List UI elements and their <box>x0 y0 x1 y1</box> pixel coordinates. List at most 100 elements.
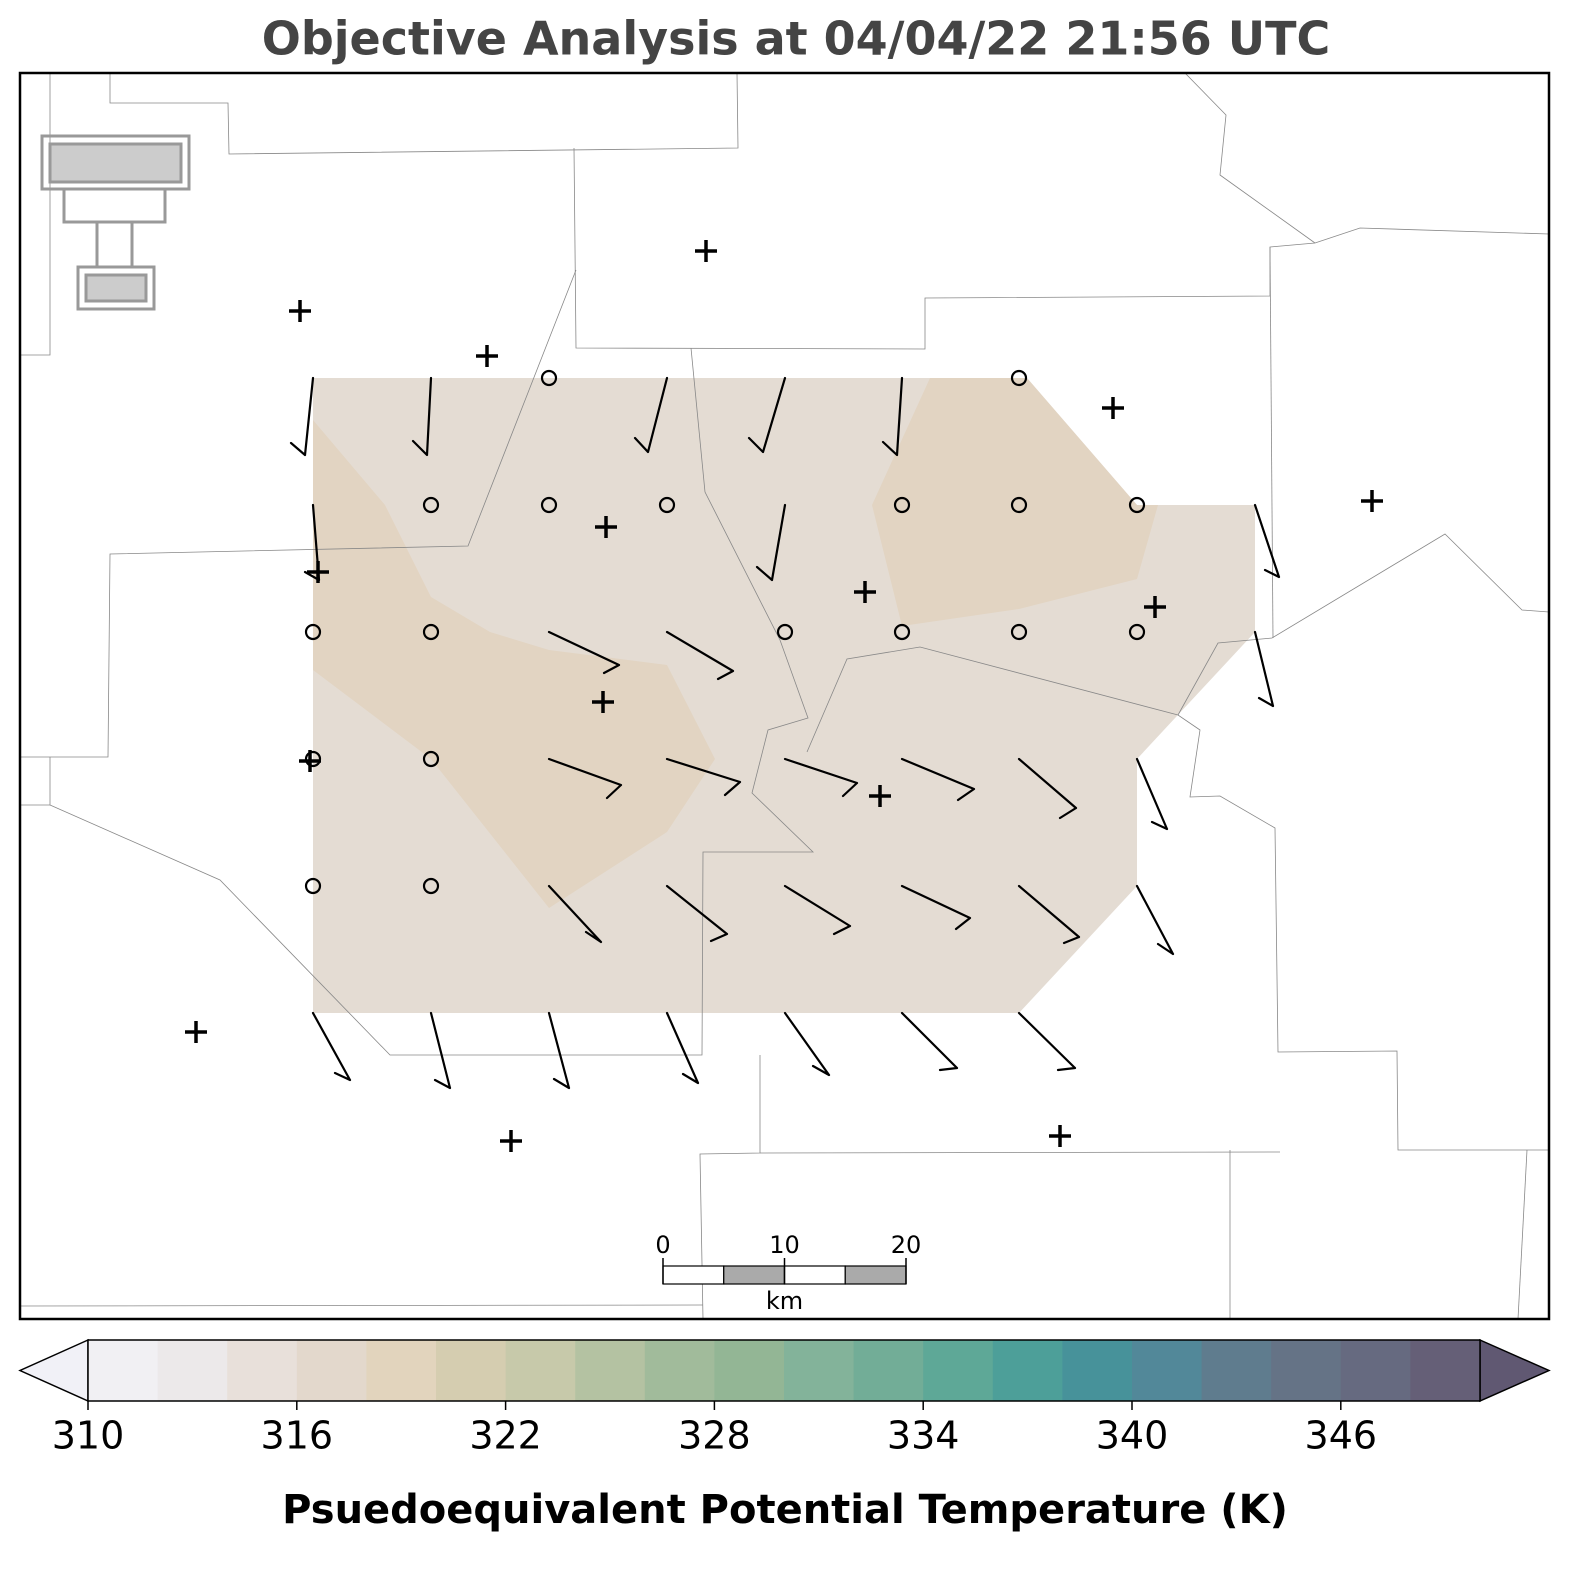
calm-circle <box>893 623 911 641</box>
colorbar: 310 316 322 328 334 340 346 <box>18 1338 1551 1458</box>
scale-tick-label: 20 <box>891 1231 922 1259</box>
wind-barb <box>900 884 972 931</box>
scale-segment <box>844 1265 907 1285</box>
station <box>869 785 891 807</box>
colorbar-bin <box>1271 1340 1342 1401</box>
station <box>1102 397 1124 419</box>
wind-barb <box>755 503 787 582</box>
map-frame <box>18 71 1551 1321</box>
scale-tick-label: 10 <box>769 1231 800 1259</box>
scale-tick-label: 0 <box>655 1231 670 1259</box>
calm-circle <box>422 496 440 514</box>
station <box>595 516 617 538</box>
calm-circle <box>304 877 322 895</box>
calm-circle <box>422 750 440 768</box>
wind-barb <box>900 757 976 802</box>
wind-barb <box>665 884 729 943</box>
station <box>299 750 321 772</box>
wind-barb <box>429 1011 452 1090</box>
colorbar-bin <box>1201 1340 1272 1401</box>
calm-circle <box>893 496 911 514</box>
colorbar-tick-label: 340 <box>1096 1414 1169 1458</box>
calm-circle <box>1128 623 1146 641</box>
wind-barb <box>1017 757 1078 820</box>
wind-barbs <box>289 369 1281 1090</box>
wind-barb <box>665 630 735 681</box>
colorbar-extend-high <box>1479 1338 1551 1403</box>
wind-barb <box>783 884 852 936</box>
wind-barb <box>633 376 669 454</box>
station <box>185 1021 207 1043</box>
wind-barb <box>289 376 315 457</box>
colorbar-bin <box>1410 1340 1481 1401</box>
calm-circle <box>776 623 794 641</box>
colorbar-tick-label: 334 <box>887 1414 960 1458</box>
colorbar-label: Psuedoequivalent Potential Temperature (… <box>282 1487 1288 1533</box>
scale-segment <box>783 1265 846 1285</box>
wind-barb <box>311 1011 352 1082</box>
wind-barb <box>665 1011 700 1085</box>
wind-barb <box>747 376 787 454</box>
colorbar-bin <box>227 1340 298 1401</box>
colorbar-bin <box>366 1340 437 1401</box>
wind-barb <box>1253 630 1275 708</box>
station <box>1049 1125 1071 1147</box>
colorbar-tick-label: 310 <box>52 1414 125 1458</box>
scale-bar: 0 10 20 km <box>655 1231 921 1315</box>
calm-circle <box>1128 496 1146 514</box>
stations <box>185 240 1383 1152</box>
station <box>1144 596 1166 618</box>
colorbar-bin <box>784 1340 855 1401</box>
calm-circle <box>304 623 322 641</box>
station <box>500 1130 522 1152</box>
colorbar-tick-label: 346 <box>1305 1414 1378 1458</box>
colorbar-tick-label: 328 <box>678 1414 751 1458</box>
station <box>476 345 498 367</box>
wind-barb <box>1135 757 1169 831</box>
scale-segment <box>662 1265 725 1285</box>
station <box>592 691 614 713</box>
colorbar-bin <box>923 1340 994 1401</box>
colorbar-bin <box>1132 1340 1203 1401</box>
station <box>289 300 311 322</box>
title: Objective Analysis at 04/04/22 21:56 UTC <box>262 12 1331 66</box>
calm-circle <box>540 369 558 387</box>
calm-circle <box>658 496 676 514</box>
wind-barb <box>665 757 742 797</box>
wind-barb <box>547 884 603 944</box>
wind-barb <box>881 376 904 457</box>
calm-circle <box>540 496 558 514</box>
wind-barb <box>783 757 859 798</box>
wind-barb <box>411 376 433 457</box>
calm-circle <box>422 623 440 641</box>
wind-barb <box>1253 503 1281 579</box>
station <box>854 581 876 603</box>
wind-barb <box>1135 884 1175 956</box>
colorbar-bin <box>88 1340 159 1401</box>
colorbar-bin <box>853 1340 924 1401</box>
calm-circle <box>304 750 322 768</box>
wind-barb <box>1017 1011 1077 1072</box>
wind-barb <box>547 1011 571 1090</box>
calm-circle <box>1010 623 1028 641</box>
colorbar-tick-label: 316 <box>261 1414 334 1458</box>
station <box>1361 490 1383 512</box>
colorbar-bin <box>992 1340 1063 1401</box>
calm-circle <box>1010 369 1028 387</box>
colorbar-bin <box>157 1340 228 1401</box>
wind-barb <box>1017 884 1081 945</box>
station <box>695 240 717 262</box>
map <box>18 71 1551 1321</box>
colorbar-bin <box>714 1340 785 1401</box>
colorbar-bin <box>296 1340 367 1401</box>
calm-circle <box>422 877 440 895</box>
colorbar-bin <box>1062 1340 1133 1401</box>
wind-barb <box>900 1011 959 1072</box>
wind-barb <box>547 757 623 800</box>
colorbar-extend-low <box>18 1338 89 1403</box>
colorbar-bin <box>575 1340 646 1401</box>
calm-circle <box>1010 496 1028 514</box>
colorbar-bin <box>436 1340 507 1401</box>
colorbar-tick-label: 322 <box>469 1414 542 1458</box>
